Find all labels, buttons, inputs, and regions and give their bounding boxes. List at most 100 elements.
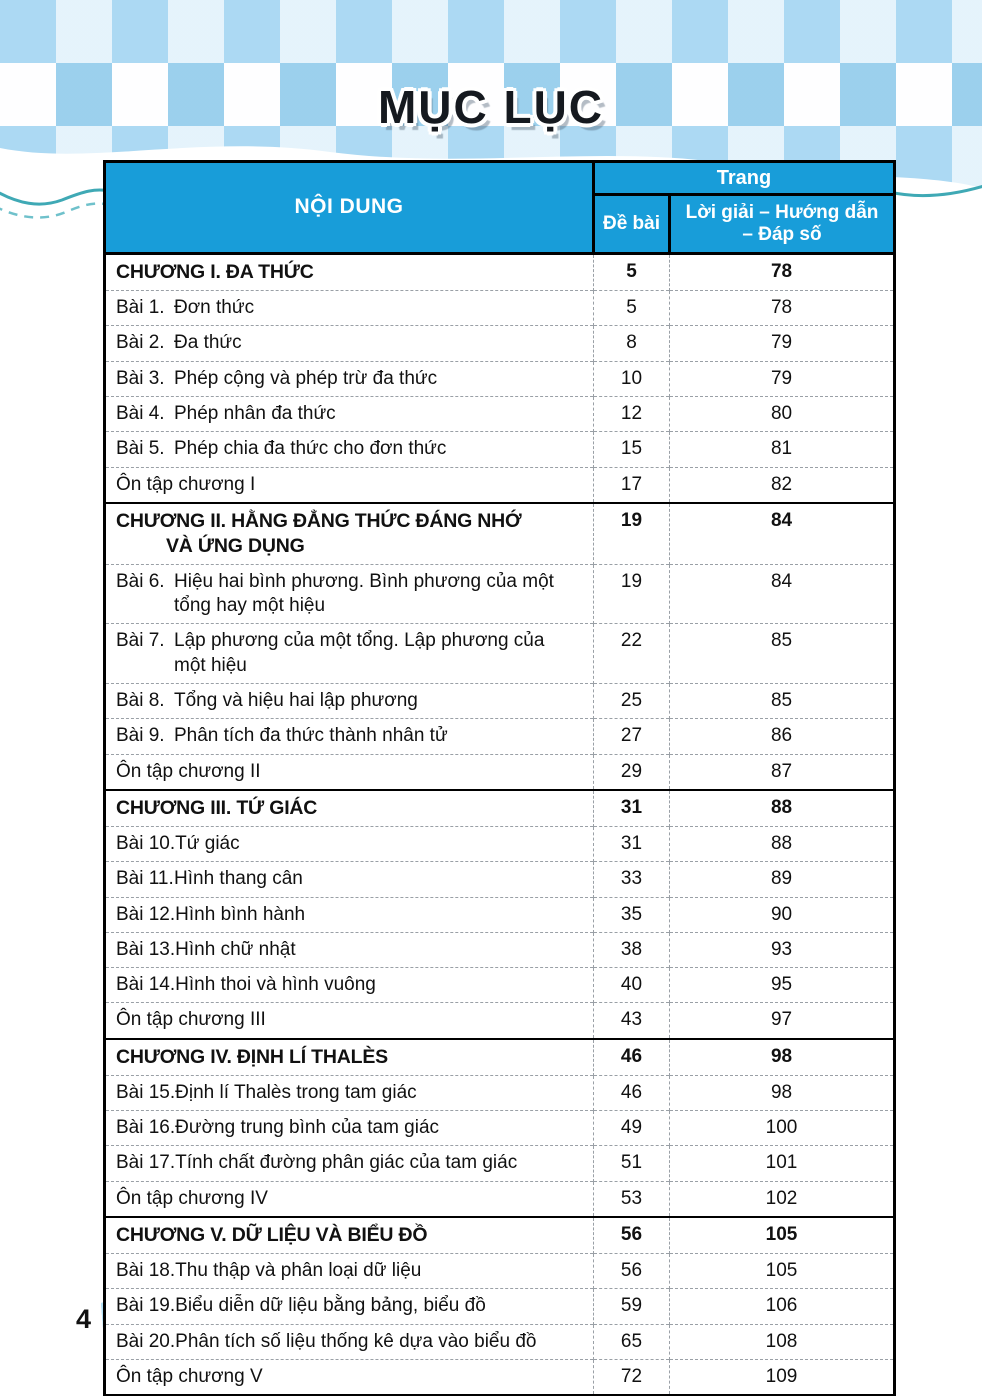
- exercise-page-cell: 5: [593, 289, 670, 326]
- chapter-title: CHƯƠNG II. HẰNG ĐẲNG THỨC ĐÁNG NHỚ: [116, 509, 522, 532]
- lesson-title-line1: Tính chất đường phân giác của tam giác: [175, 1152, 518, 1174]
- lesson-title: Đơn thức: [174, 296, 254, 320]
- lesson-label: Bài 14.: [116, 974, 176, 996]
- solution-page-cell: 93: [669, 931, 895, 968]
- toc-row-lesson: Bài 14.Hình thoi và hình vuông 40 95: [104, 967, 895, 1003]
- exercise-page-cell: 40: [593, 967, 670, 1003]
- solution-page-cell: 84: [669, 501, 895, 565]
- lesson-label: Bài 11.: [116, 868, 174, 890]
- lesson-label: Bài 16.: [116, 1117, 176, 1139]
- lesson-title-line1: Thu thập và phân loại dữ liệu: [175, 1259, 422, 1281]
- toc-row-review: Ôn tập chương V 72 109: [104, 1358, 895, 1396]
- exercise-page-cell: 12: [593, 395, 670, 432]
- toc-row-lesson: Bài 2. Đa thức 8 79: [104, 325, 895, 362]
- solution-page-cell: 101: [669, 1145, 895, 1182]
- lesson-title: Hiệu hai bình phương. Bình phương của mộ…: [174, 570, 554, 619]
- content-cell: Bài 8. Tổng và hiệu hai lập phương: [104, 682, 594, 719]
- toc-row-lesson: Bài 18.Thu thập và phân loại dữ liệu 56 10…: [104, 1252, 895, 1289]
- lesson-title: Định lí Thalès trong tam giác: [175, 1081, 417, 1105]
- lesson-label: Bài 13.: [116, 938, 176, 960]
- review-title: Ôn tập chương III: [116, 1009, 266, 1031]
- lesson-title-line1: Tổng và hiệu hai lập phương: [174, 689, 418, 711]
- lesson-label: Bài 8.: [116, 689, 165, 711]
- lesson-label: Bài 1.: [116, 296, 165, 318]
- toc-row-chapter: CHƯƠNG I. ĐA THỨC 5 78: [104, 252, 895, 291]
- exercise-page-cell: 38: [593, 931, 670, 968]
- header-row-1: NỘI DUNG Trang: [103, 160, 897, 255]
- content-cell: CHƯƠNG I. ĐA THỨC: [104, 252, 594, 291]
- solution-page-cell: 97: [669, 1002, 895, 1039]
- content-cell: Ôn tập chương IV: [104, 1180, 594, 1217]
- toc-row-review: Ôn tập chương I 17 82: [104, 466, 895, 503]
- toc-row-lesson: Bài 3. Phép cộng và phép trừ đa thức 10 79: [104, 360, 895, 397]
- toc-body: CHƯƠNG I. ĐA THỨC 5 78 Bài 1. Đơn thức 5 78 Bài…: [104, 252, 895, 1396]
- exercise-page-cell: 53: [593, 1180, 670, 1217]
- toc-row-lesson: Bài 19.Biểu diễn dữ liệu bằng bảng, biểu…: [104, 1288, 895, 1325]
- content-cell: Ôn tập chương V: [104, 1358, 594, 1396]
- toc-row-lesson: Bài 11.Hình thang cân 33 89: [104, 861, 895, 897]
- toc-row-lesson: Bài 20.Phân tích số liệu thống kê dựa và…: [104, 1323, 895, 1360]
- lesson-title: Đa thức: [174, 331, 242, 355]
- solution-page-cell: 85: [669, 623, 895, 684]
- solution-page-cell: 109: [669, 1358, 895, 1396]
- exercise-page-cell: 31: [593, 788, 670, 827]
- toc-table: NỘI DUNG Trang Đề bài Lời giải – Hướng d…: [103, 160, 897, 1396]
- solution-page-cell: 78: [669, 252, 895, 291]
- review-title: Ôn tập chương II: [116, 760, 261, 782]
- exercise-page-cell: 8: [593, 325, 670, 362]
- review-title: Ôn tập chương V: [116, 1365, 263, 1387]
- toc-row-chapter: CHƯƠNG V. DỮ LIỆU VÀ BIỂU ĐỒ 56 105: [104, 1215, 895, 1254]
- lesson-title: Lập phương của một tổng. Lập phương của m…: [174, 629, 544, 678]
- lesson-title: Hình thoi và hình vuông: [175, 973, 376, 997]
- lesson-title-line1: Lập phương của một tổng. Lập phương của: [174, 630, 545, 652]
- toc-row-chapter: CHƯƠNG IV. ĐỊNH LÍ THALÈS 46 98: [104, 1037, 895, 1076]
- lesson-title: Phép cộng và phép trừ đa thức: [174, 367, 437, 391]
- content-cell: Ôn tập chương III: [104, 1002, 594, 1039]
- content-cell: Bài 17.Tính chất đường phân giác của tam…: [104, 1145, 594, 1182]
- toc-row-chapter: CHƯƠNG II. HẰNG ĐẲNG THỨC ĐÁNG NHỚ VÀ ỨNG…: [104, 501, 895, 565]
- exercise-page-cell: 46: [593, 1037, 670, 1076]
- lesson-label: Bài 12.: [116, 903, 176, 925]
- lesson-title: Tổng và hiệu hai lập phương: [174, 689, 418, 713]
- lesson-title-line1: Phân tích đa thức thành nhân tử: [174, 725, 448, 747]
- lesson-label: Bài 5.: [116, 438, 165, 460]
- content-cell: Ôn tập chương II: [104, 753, 594, 790]
- chapter-title: CHƯƠNG I. ĐA THỨC: [116, 261, 314, 283]
- content-cell: Bài 6. Hiệu hai bình phương. Bình phương …: [104, 563, 594, 624]
- content-cell: Bài 7. Lập phương của một tổng. Lập phươn…: [104, 623, 594, 684]
- lesson-label: Bài 17.: [116, 1152, 176, 1174]
- content-cell: Bài 3. Phép cộng và phép trừ đa thức: [104, 360, 594, 397]
- lesson-label: Bài 6.: [116, 570, 165, 592]
- solution-page-cell: 105: [669, 1215, 895, 1254]
- content-cell: Bài 9. Phân tích đa thức thành nhân tử: [104, 718, 594, 755]
- page-number: 4: [76, 1303, 92, 1334]
- lesson-label: Bài 15.: [116, 1081, 176, 1103]
- content-cell: Bài 11.Hình thang cân: [104, 861, 594, 897]
- lesson-title-line1: Hình thoi và hình vuông: [175, 974, 376, 996]
- solution-page-cell: 78: [669, 289, 895, 326]
- exercise-page-cell: 35: [593, 896, 670, 933]
- lesson-title-line1: Hình bình hành: [175, 903, 306, 925]
- solution-header-line2: – Đáp số: [742, 224, 822, 245]
- lesson-title: Hình thang cân: [174, 867, 303, 891]
- solution-page-cell: 106: [669, 1288, 895, 1325]
- lesson-label: Bài 2.: [116, 332, 165, 354]
- content-cell: Bài 4. Phép nhân đa thức: [104, 395, 594, 432]
- solution-page-cell: 84: [669, 563, 895, 624]
- content-cell: Bài 18.Thu thập và phân loại dữ liệu: [104, 1252, 594, 1289]
- lesson-title: Phép chia đa thức cho đơn thức: [174, 437, 446, 461]
- toc-row-lesson: Bài 8. Tổng và hiệu hai lập phương 25 85: [104, 682, 895, 719]
- toc-row-lesson: Bài 9. Phân tích đa thức thành nhân tử 27 8…: [104, 718, 895, 755]
- solution-page-cell: 90: [669, 896, 895, 933]
- review-title: Ôn tập chương I: [116, 473, 256, 495]
- exercise-page-cell: 10: [593, 360, 670, 397]
- solution-page-cell: 98: [669, 1074, 895, 1111]
- solution-page-cell: 79: [669, 360, 895, 397]
- lesson-title-line2: một hiệu: [174, 654, 247, 676]
- exercise-page-cell: 56: [593, 1215, 670, 1254]
- lesson-title-line1: Tứ giác: [175, 832, 240, 854]
- lesson-label: Bài 20.: [116, 1330, 176, 1352]
- exercise-page-cell: 49: [593, 1110, 670, 1146]
- toc-row-chapter: CHƯƠNG III. TỨ GIÁC 31 88: [104, 788, 895, 827]
